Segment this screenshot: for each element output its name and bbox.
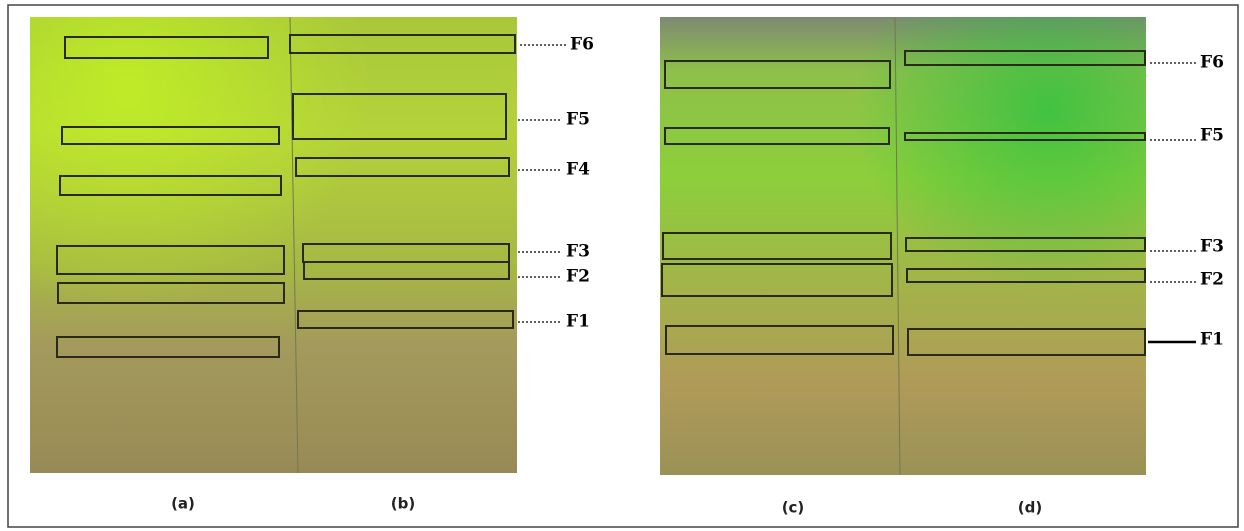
fraction-label: F2 — [566, 267, 590, 287]
fraction-label: F6 — [1200, 53, 1224, 73]
lane-label: (d) — [1018, 499, 1042, 517]
fraction-label: F1 — [1200, 330, 1224, 350]
fraction-label: F5 — [566, 110, 590, 130]
arrows-left — [518, 44, 566, 323]
fraction-label: F4 — [566, 160, 590, 180]
fraction-label: F3 — [566, 242, 590, 262]
fraction-label: F5 — [1200, 126, 1224, 146]
arrows-right — [1148, 62, 1196, 344]
lane-label: (a) — [171, 495, 195, 513]
lane-label: (c) — [782, 499, 805, 517]
lane-label: (b) — [391, 495, 415, 513]
fraction-label: F1 — [566, 312, 590, 332]
fraction-label: F3 — [1200, 237, 1224, 257]
plate-right — [660, 16, 1146, 476]
fraction-label: F6 — [570, 35, 594, 55]
frame — [7, 4, 1239, 528]
fraction-label: F2 — [1200, 270, 1224, 290]
plate-left — [30, 16, 517, 474]
